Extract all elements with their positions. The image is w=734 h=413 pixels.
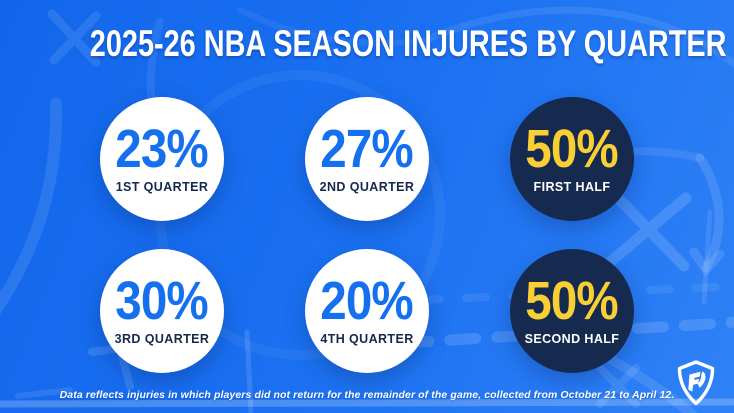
stat-circle-4th-quarter: 20% 4TH QUARTER — [305, 249, 429, 373]
stat-value: 27% — [320, 119, 414, 180]
fanduel-shield-icon — [674, 359, 718, 407]
stat-value: 23% — [115, 119, 209, 180]
stat-value: 50% — [525, 271, 619, 332]
stat-label: SECOND HALF — [524, 331, 620, 346]
stat-value: 20% — [320, 271, 414, 332]
stat-circle-second-half: 50% SECOND HALF — [510, 249, 634, 373]
stat-label: 2ND QUARTER — [319, 179, 415, 194]
stat-value: 50% — [525, 119, 619, 180]
stat-label: 4TH QUARTER — [320, 331, 414, 346]
stat-label: 1ST QUARTER — [115, 179, 209, 194]
stat-circle-2nd-quarter: 27% 2ND QUARTER — [305, 97, 429, 221]
stat-circle-1st-quarter: 23% 1ST QUARTER — [100, 97, 224, 221]
footnote: Data reflects injuries in which players … — [59, 389, 675, 401]
stat-label: 3RD QUARTER — [114, 331, 210, 346]
stat-value: 30% — [115, 271, 209, 332]
page-title-text: 2025-26 NBA SEASON INJURES BY QUARTER — [89, 23, 727, 64]
stat-circle-first-half: 50% FIRST HALF — [510, 97, 634, 221]
stat-circle-3rd-quarter: 30% 3RD QUARTER — [100, 249, 224, 373]
page-title: 2025-26 NBA SEASON INJURES BY QUARTER — [0, 23, 734, 65]
stat-label: FIRST HALF — [533, 179, 611, 194]
